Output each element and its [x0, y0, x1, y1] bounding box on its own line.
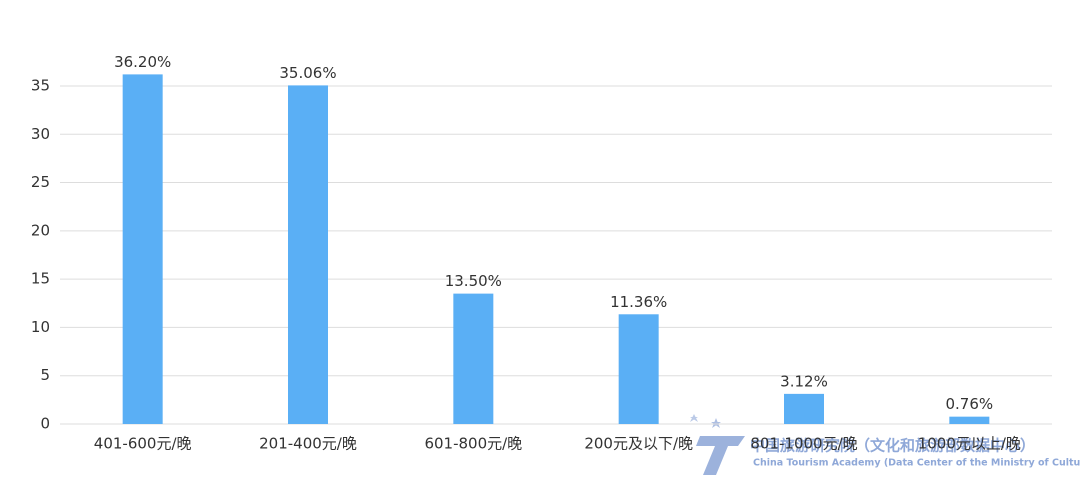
value-label: 11.36% [610, 293, 667, 311]
value-label: 35.06% [279, 64, 336, 82]
y-tick-label: 15 [31, 270, 50, 288]
bar [288, 85, 328, 424]
y-tick-label: 0 [40, 415, 50, 433]
x-tick-label: 1000元以上/晚 [918, 435, 1021, 453]
value-label: 3.12% [780, 372, 828, 390]
x-tick-label: 401-600元/晚 [94, 435, 192, 453]
bar [949, 416, 990, 424]
bar [784, 393, 824, 424]
watermark-logo [690, 414, 745, 475]
value-label: 0.76% [946, 395, 994, 413]
y-tick-label: 30 [31, 125, 50, 143]
x-tick-label: 801-1000元/晚 [750, 435, 857, 453]
value-label: 36.20% [114, 53, 171, 71]
y-tick-label: 25 [31, 173, 50, 191]
y-tick-label: 5 [40, 366, 50, 384]
x-tick-label: 200元及以下/晚 [584, 435, 693, 453]
x-tick-label: 601-800元/晚 [424, 435, 522, 453]
watermark-title: 中国旅游研究院（文化和旅游部数据中心） [750, 437, 1035, 455]
x-tick-label: 201-400元/晚 [259, 435, 357, 453]
y-tick-label: 20 [31, 221, 50, 239]
y-tick-label: 10 [31, 318, 50, 336]
watermark-subtitle: China Tourism Academy (Data Center of th… [753, 458, 1080, 469]
bar [618, 314, 659, 424]
bar [453, 293, 494, 424]
bar [122, 74, 163, 424]
y-tick-label: 35 [31, 76, 50, 94]
value-label: 13.50% [445, 272, 502, 290]
